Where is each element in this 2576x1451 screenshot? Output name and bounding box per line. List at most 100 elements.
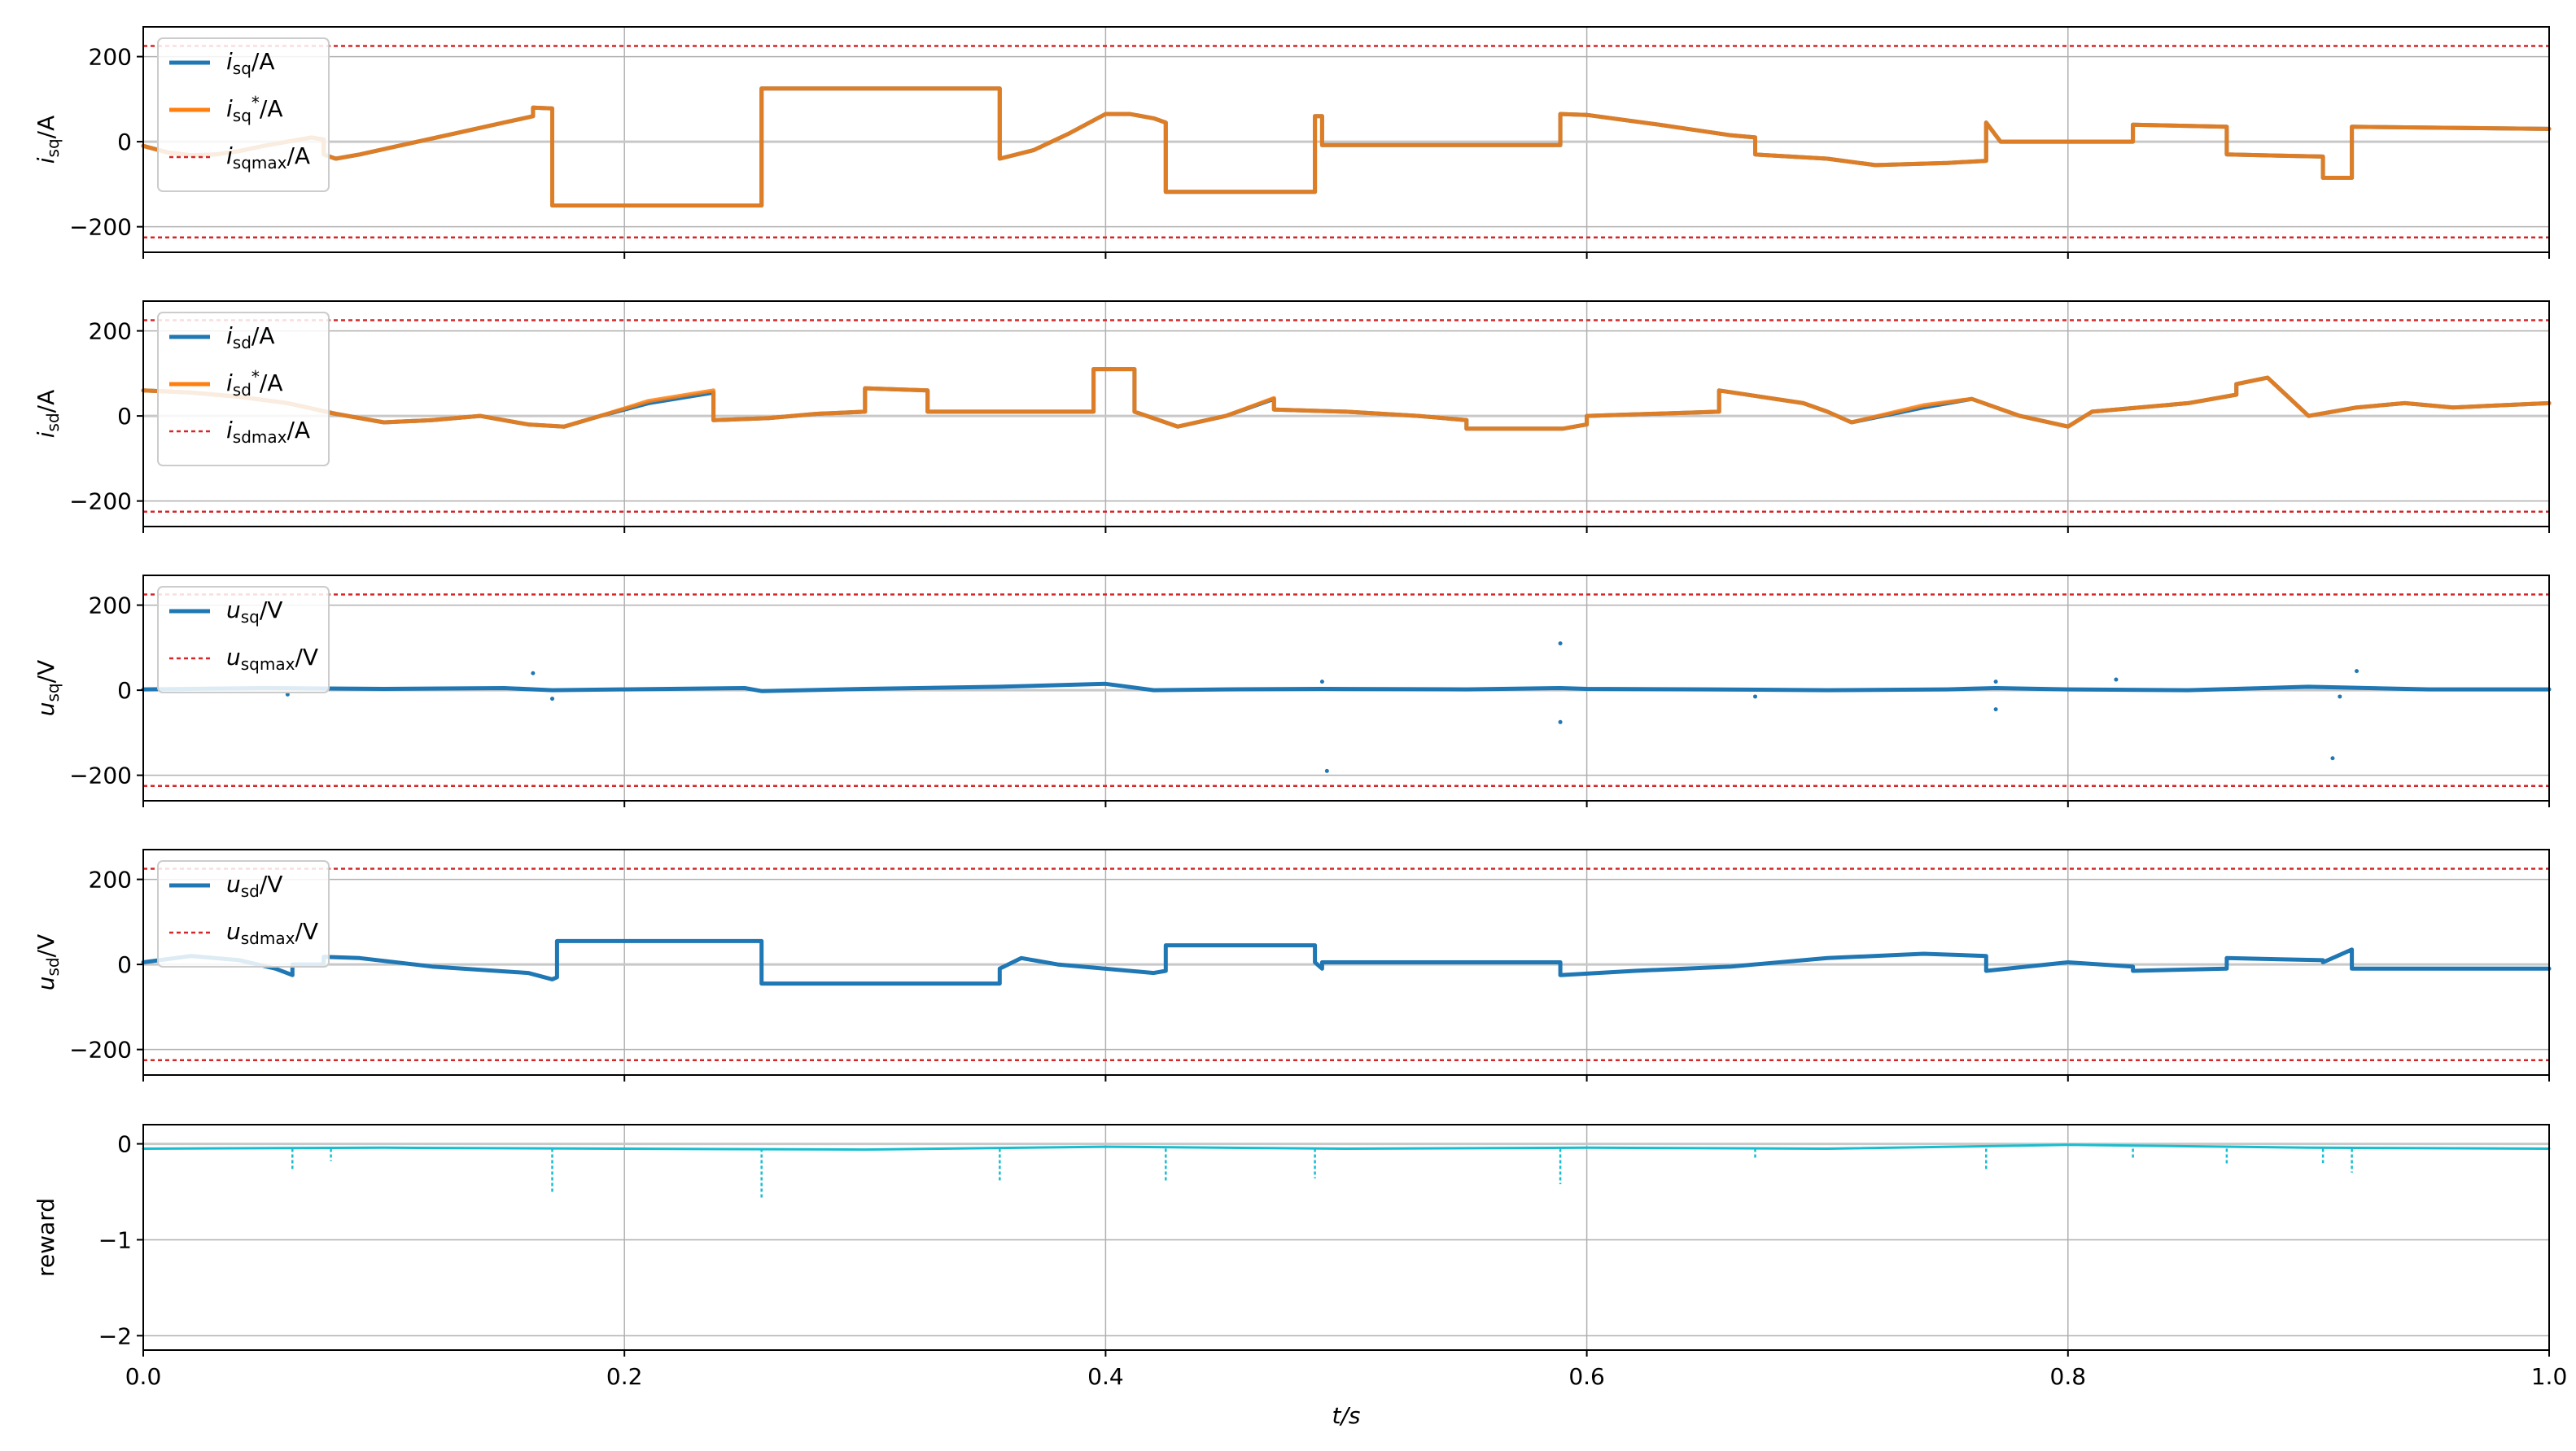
legend-entry: isq/A: [226, 48, 275, 78]
legend-entry: usq/V: [226, 597, 282, 627]
y-tick-label: −1: [98, 1226, 132, 1253]
y-label-main: i: [33, 431, 59, 438]
x-tick-label: 0.4: [1087, 1363, 1124, 1390]
y-label-subscript: sq: [43, 683, 63, 701]
legend-subscript: sd: [241, 881, 260, 901]
legend-main: i: [226, 369, 233, 396]
x-tick-label: 1.0: [2531, 1363, 2568, 1390]
x-tick-label: 0.6: [1568, 1363, 1605, 1390]
legend-unit: /A: [260, 95, 283, 122]
outlier-point: [1993, 680, 1998, 684]
x-axis-label: t/s: [1332, 1402, 1361, 1429]
legend-subscript: sd: [233, 380, 251, 400]
y-label-main: reward: [33, 1198, 59, 1277]
y-label-unit: /V: [33, 660, 59, 684]
legend-unit: /A: [251, 322, 275, 349]
legend-unit: /V: [260, 871, 283, 898]
y-axis-label: usq/V: [33, 660, 63, 716]
outlier-point: [1558, 641, 1563, 646]
series-line-isd-ref: [141, 367, 2552, 431]
outlier-point: [2114, 677, 2119, 682]
legend-main: u: [226, 597, 241, 623]
x-tick-label: 0.2: [606, 1363, 643, 1390]
legend-main: i: [226, 48, 233, 75]
y-label-unit: /A: [33, 390, 59, 413]
axes-frame: [142, 300, 2550, 527]
outlier-point: [531, 671, 536, 675]
legend-box: [157, 586, 330, 693]
y-tick-label: 200: [89, 592, 132, 619]
y-label-subscript: sq: [43, 138, 63, 157]
legend-box: [157, 312, 330, 466]
legend-box: [157, 860, 330, 968]
y-tick-label: 200: [89, 44, 132, 71]
legend-unit: /A: [260, 369, 283, 396]
outlier-point: [2330, 756, 2335, 761]
series-line-reward: [142, 1143, 2551, 1152]
legend-entry: usd/V: [226, 871, 282, 901]
legend-main: u: [226, 871, 241, 898]
outlier-point: [1993, 707, 1998, 712]
y-label-main: u: [33, 701, 59, 716]
x-tick-label: 0.0: [125, 1363, 162, 1390]
y-tick-label: 0: [117, 403, 132, 430]
y-tick-label: −200: [69, 214, 132, 241]
legend-subscript: sq: [233, 106, 251, 125]
y-tick-label: 200: [89, 318, 132, 345]
legend-unit: /V: [260, 597, 283, 623]
x-tick-label: 0.8: [2050, 1363, 2087, 1390]
series-line-isq-ref: [141, 86, 2552, 208]
y-tick-label: −200: [69, 1037, 132, 1064]
y-label-unit: /V: [33, 934, 59, 958]
y-tick-label: 0: [117, 1131, 132, 1158]
panel-5: 0 −1 −2 reward: [33, 1124, 2551, 1357]
y-label-main: i: [33, 157, 59, 164]
series-line-usd: [141, 938, 2552, 986]
legend-main: u: [226, 918, 241, 945]
outlier-point: [550, 697, 555, 701]
legend-entry: isdmax/A: [226, 417, 310, 447]
legend-subscript: sdmax: [241, 929, 295, 948]
legend-main: u: [226, 644, 241, 671]
outlier-point: [285, 692, 290, 697]
axes-frame: [142, 1124, 2550, 1351]
axes-frame: [142, 575, 2550, 802]
axes-frame: [142, 26, 2550, 253]
y-tick-label: 0: [117, 129, 132, 155]
legend-subscript: sd: [233, 333, 251, 352]
series-line-usq: [141, 681, 2552, 693]
legend-subscript: sq: [233, 59, 251, 78]
y-tick-label: 0: [117, 951, 132, 978]
y-axis-label: isd/A: [33, 390, 63, 439]
outlier-point: [1558, 719, 1563, 724]
legend-unit: /A: [251, 48, 275, 75]
outlier-point: [1324, 768, 1329, 773]
legend-entry: usdmax/V: [226, 918, 318, 948]
legend-entry: isd/A: [226, 322, 275, 352]
legend-main: i: [226, 142, 233, 169]
y-axis-label: usd/V: [33, 934, 63, 990]
y-tick-label: −200: [69, 488, 132, 515]
legend-unit: /A: [286, 142, 310, 169]
y-label-subscript: sd: [43, 413, 63, 431]
legend-unit: /V: [295, 918, 318, 945]
legend-entry: isq*/A: [226, 93, 283, 125]
legend-superscript: *: [251, 93, 260, 112]
y-axis-label: isq/A: [33, 116, 63, 164]
legend-unit: /A: [286, 417, 310, 444]
legend-unit: /V: [295, 644, 318, 671]
legend-subscript: sqmax: [233, 153, 287, 173]
outlier-point: [1319, 680, 1324, 684]
y-label-main: u: [33, 976, 59, 990]
y-label-subscript: sd: [43, 957, 63, 976]
y-tick-label: −200: [69, 763, 132, 789]
legend-entry: isd*/A: [226, 367, 283, 400]
legend-subscript: sdmax: [233, 427, 287, 447]
legend-subscript: sq: [241, 607, 260, 627]
legend-main: i: [226, 322, 233, 349]
legend-main: i: [226, 95, 233, 122]
